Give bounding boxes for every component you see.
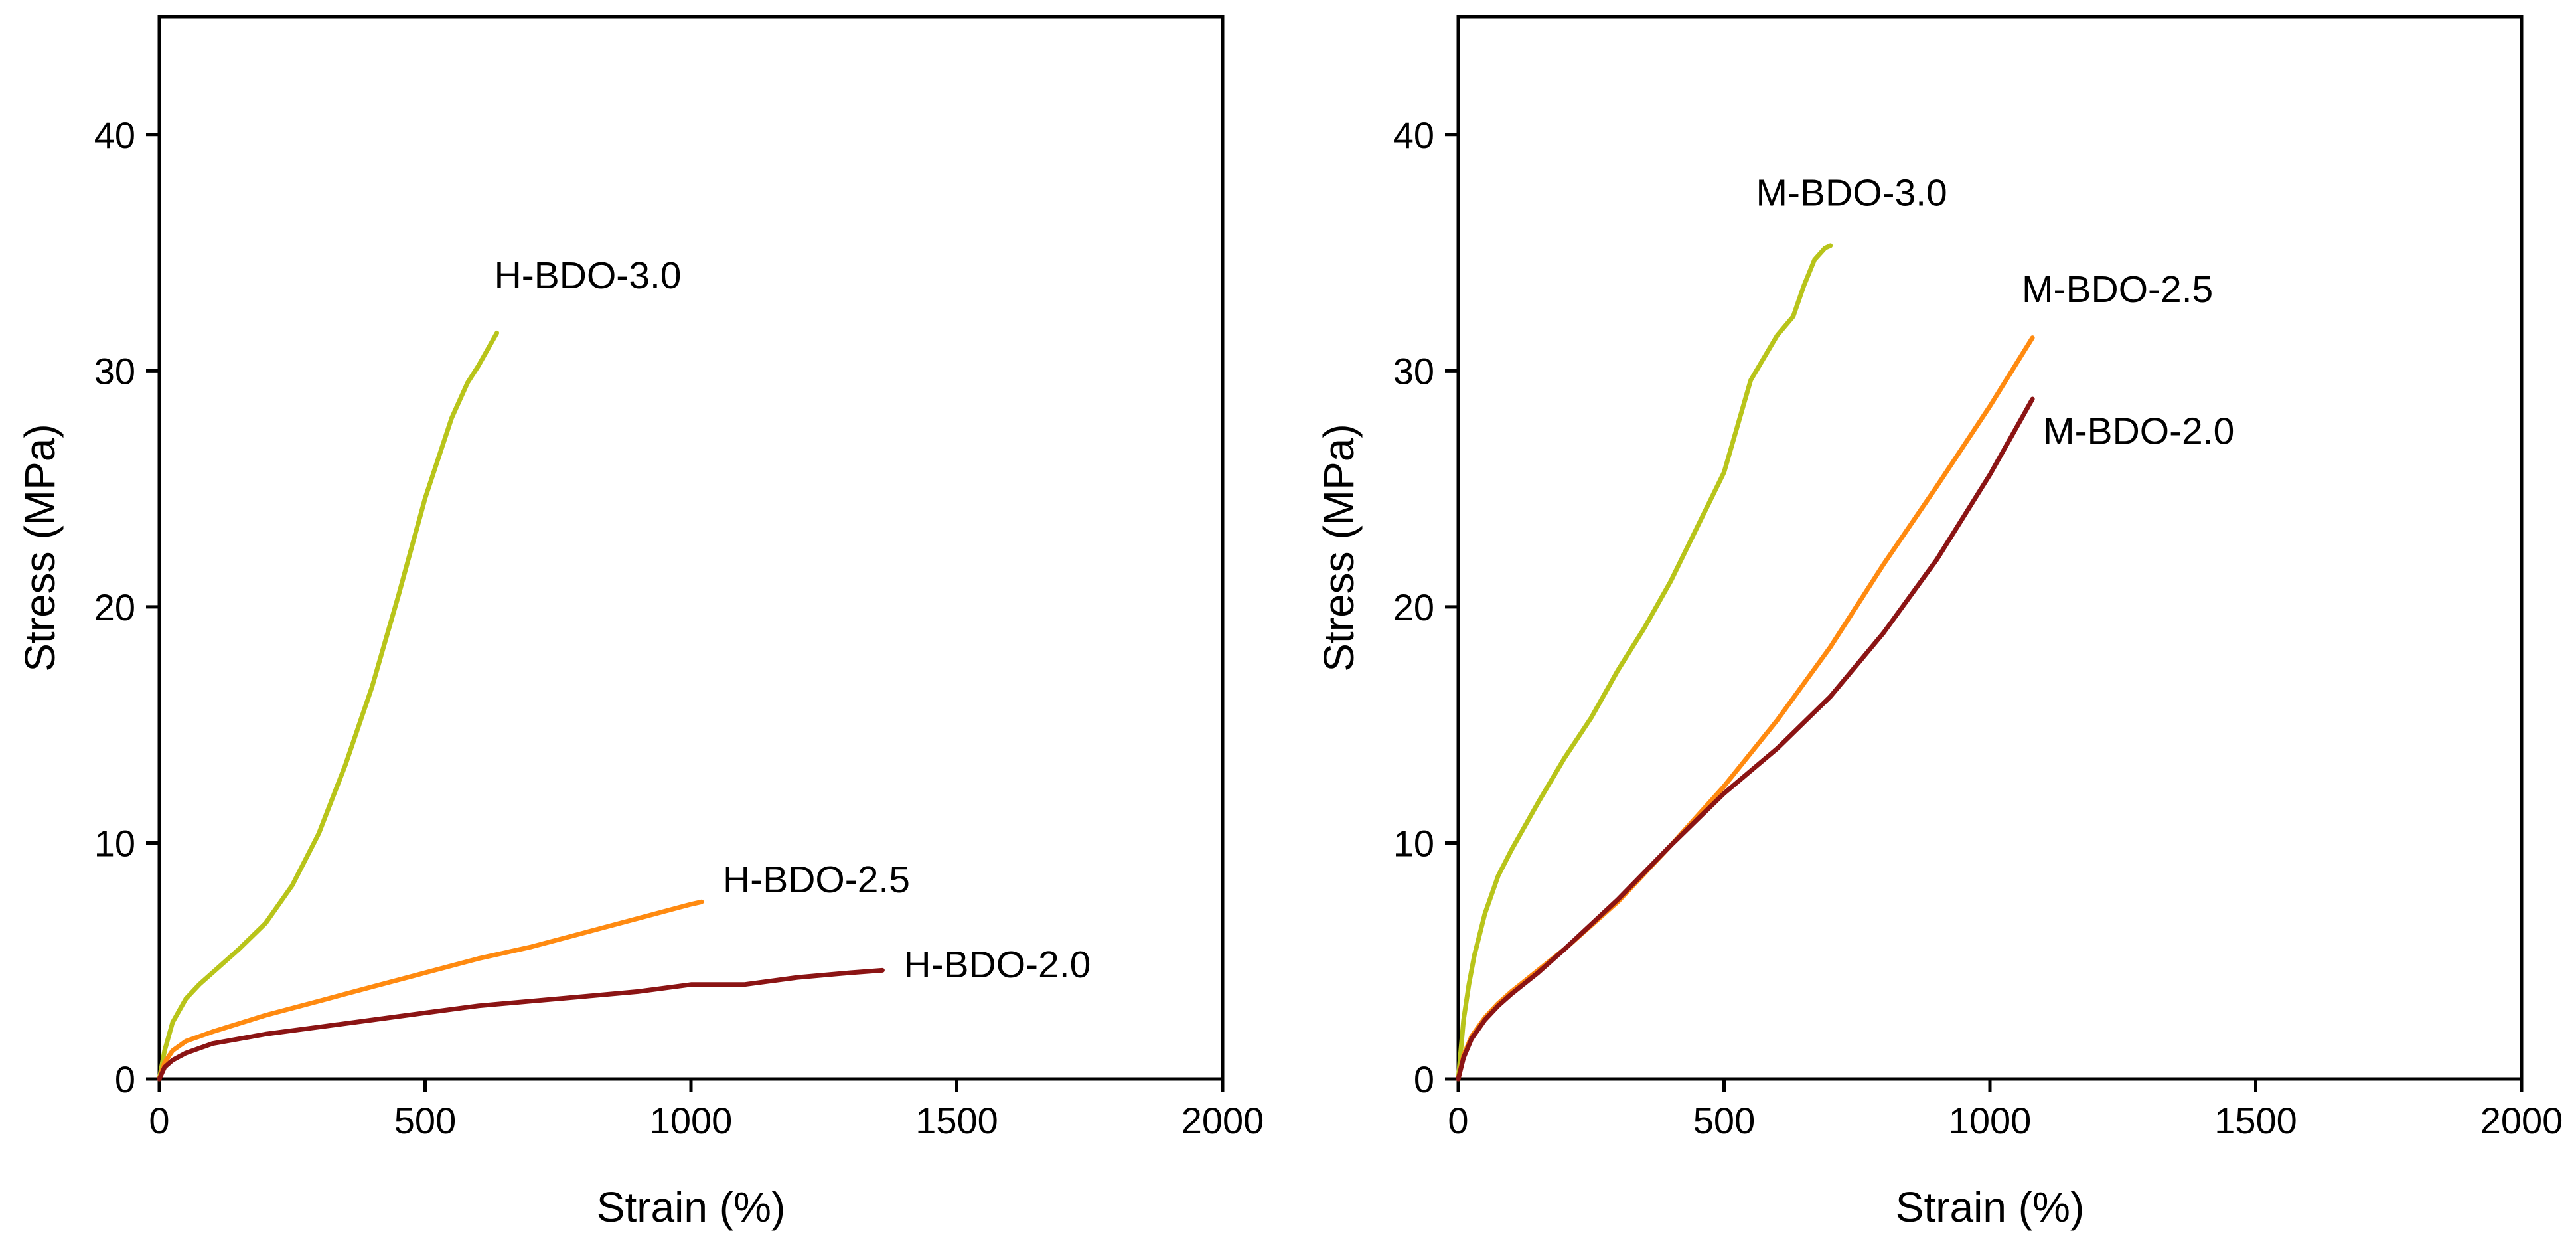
- x-tick-label: 0: [1448, 1100, 1468, 1141]
- y-tick-label: 0: [115, 1058, 135, 1100]
- y-tick-label: 10: [94, 822, 135, 864]
- curve-label-h-bdo-2.5: H-BDO-2.5: [723, 859, 910, 901]
- series-line-h-bdo-3.0: [157, 330, 500, 1082]
- series-line-h-bdo-2.5: [157, 899, 704, 1082]
- x-tick-label: 500: [1693, 1100, 1755, 1141]
- series-line-m-bdo-2.0: [1456, 396, 2035, 1082]
- x-tick-label: 1500: [2214, 1100, 2297, 1141]
- curve-label-m-bdo-2.0: M-BDO-2.0: [2043, 410, 2234, 453]
- right-chart-panel: 0 500 1000 1500 2000 0 10 20 30 40 Strain (%) Stres…: [1315, 15, 2563, 1231]
- x-axis-label: Strain (%): [597, 1183, 786, 1231]
- curve-label-h-bdo-2.0: H-BDO-2.0: [903, 944, 1091, 986]
- plot-area-frame: [1456, 15, 2524, 1081]
- series-line-h-bdo-2.0: [157, 967, 885, 1082]
- series-line-m-bdo-3.0: [1456, 243, 1833, 1082]
- x-tick-label: 500: [394, 1100, 456, 1141]
- x-tick-label: 0: [149, 1100, 169, 1141]
- x-tick-label: 2000: [1181, 1100, 1264, 1141]
- x-tick-label: 1000: [1949, 1100, 2032, 1141]
- left-chart-panel: 0 500 1000 1500 2000 0 10 20 30 40 Strain (%) Stres…: [16, 15, 1264, 1231]
- x-tick-label: 1000: [650, 1100, 733, 1141]
- y-tick-label: 40: [94, 114, 135, 156]
- y-tick-label: 40: [1393, 114, 1434, 156]
- y-axis-label: Stress (MPa): [1315, 424, 1363, 671]
- curve-label-m-bdo-2.5: M-BDO-2.5: [2022, 268, 2213, 311]
- y-tick-label: 30: [1393, 350, 1434, 392]
- x-tick-label: 2000: [2480, 1100, 2563, 1141]
- y-tick-label: 10: [1393, 822, 1434, 864]
- x-axis-label: Strain (%): [1896, 1183, 2085, 1231]
- x-tick-label: 1500: [915, 1100, 998, 1141]
- y-tick-label: 30: [94, 350, 135, 392]
- curve-label-h-bdo-3.0: H-BDO-3.0: [494, 254, 682, 297]
- plot-area-frame: [157, 15, 1225, 1081]
- y-tick-label: 0: [1414, 1058, 1434, 1100]
- curve-label-m-bdo-3.0: M-BDO-3.0: [1756, 171, 1947, 214]
- y-tick-label: 20: [94, 586, 135, 628]
- y-axis-label: Stress (MPa): [16, 424, 64, 671]
- y-tick-label: 20: [1393, 586, 1434, 628]
